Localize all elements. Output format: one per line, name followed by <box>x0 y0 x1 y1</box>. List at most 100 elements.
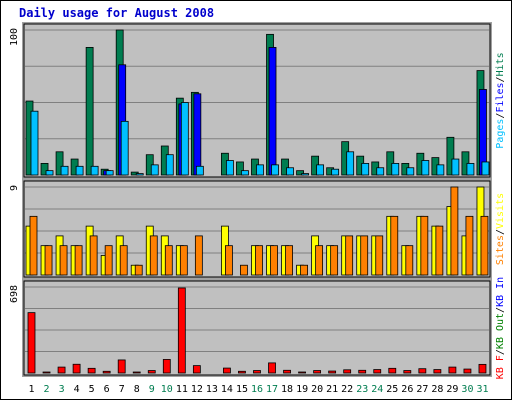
day-label: 3 <box>59 384 65 395</box>
bar-kb-f-day-28 <box>433 369 442 374</box>
bar-pages-day-20 <box>316 164 325 176</box>
bar-sites-day-3 <box>59 245 68 276</box>
bar-kb-f-day-14 <box>223 367 231 374</box>
bar-pages-day-8 <box>135 173 144 176</box>
bar-hits-day-15 <box>236 161 244 176</box>
bar-kb-f-day-4 <box>72 363 81 374</box>
bar-hits-day-29 <box>446 136 455 176</box>
axis-label-hits-files-pages: Pages/Files/Hits <box>495 52 506 148</box>
day-label: 23 <box>356 384 368 395</box>
day-label: 8 <box>134 384 140 395</box>
bar-sites-day-29 <box>450 186 459 276</box>
axis-label-part: / <box>495 349 506 355</box>
bar-sites-day-16 <box>255 245 263 276</box>
bar-pages-day-3 <box>60 165 69 176</box>
axis-label-part: / <box>495 76 506 82</box>
bar-kb-f-day-16 <box>253 370 261 374</box>
bar-kb-f-day-26 <box>403 370 412 374</box>
bar-pages-day-7 <box>120 120 129 176</box>
bar-kb-f-day-8 <box>132 371 141 374</box>
axis-label-part: Visits <box>495 193 506 229</box>
day-label: 26 <box>401 384 413 395</box>
scale-label: 698 <box>9 285 20 303</box>
bar-pages-day-12 <box>195 165 204 176</box>
bar-sites-day-31 <box>480 215 489 276</box>
bar-sites-day-30 <box>465 215 474 276</box>
day-label: 13 <box>206 384 218 395</box>
bar-kb-f-day-21 <box>328 370 337 374</box>
day-label: 4 <box>74 384 80 395</box>
day-label: 15 <box>236 384 248 395</box>
axis-label-part: Sites <box>495 235 506 265</box>
bar-sites-day-12 <box>194 235 203 276</box>
day-label: 29 <box>446 384 458 395</box>
bar-sites-day-5 <box>89 235 98 276</box>
day-label: 25 <box>386 384 398 395</box>
bar-sites-day-9 <box>149 235 158 276</box>
day-label: 14 <box>221 384 233 395</box>
bar-sites-day-17 <box>270 245 278 276</box>
bar-hits-day-5 <box>85 47 94 176</box>
bar-pages-day-1 <box>30 110 39 176</box>
bar-pages-day-27 <box>421 160 430 176</box>
bar-kb-f-day-15 <box>238 370 246 374</box>
axis-label-part: / <box>495 307 506 313</box>
bar-pages-day-24 <box>376 167 385 176</box>
bar-pages-day-10 <box>165 154 174 176</box>
bar-pages-day-19 <box>301 173 309 176</box>
day-label: 10 <box>161 384 173 395</box>
bar-pages-day-6 <box>105 170 114 176</box>
day-label: 9 <box>149 384 155 395</box>
bar-pages-day-2 <box>45 170 54 176</box>
bar-sites-day-8 <box>134 264 143 276</box>
bar-kb-f-day-5 <box>87 367 96 374</box>
day-label: 20 <box>311 384 323 395</box>
bar-kb-f-day-31 <box>478 363 487 374</box>
bar-kb-f-day-25 <box>388 367 397 374</box>
bar-sites-day-24 <box>375 235 384 276</box>
bar-pages-day-11 <box>180 102 189 176</box>
bar-sites-day-15 <box>240 264 248 276</box>
bar-pages-day-22 <box>346 151 355 176</box>
bar-sites-day-1 <box>29 215 38 276</box>
bar-sites-day-27 <box>420 215 429 276</box>
day-label: 11 <box>176 384 188 395</box>
axis-label-part: KB F <box>495 355 506 379</box>
bar-kb-f-day-27 <box>418 368 427 374</box>
day-label: 7 <box>119 384 125 395</box>
bar-sites-day-23 <box>360 235 369 276</box>
bar-pages-day-31 <box>481 161 490 176</box>
axis-label-part: KB Out <box>495 313 506 349</box>
day-label: 6 <box>104 384 110 395</box>
axis-label-part: / <box>495 113 506 119</box>
bar-sites-day-2 <box>44 245 53 276</box>
axis-label-part: KB In <box>495 277 506 307</box>
bar-pages-day-16 <box>256 164 264 176</box>
bar-pages-day-23 <box>361 162 370 176</box>
bar-sites-day-10 <box>164 245 173 276</box>
axis-label-part: Pages <box>495 119 506 149</box>
bar-pages-day-26 <box>406 167 415 176</box>
day-label: 1 <box>29 384 35 395</box>
panel-background <box>23 280 491 376</box>
bar-kb-f-day-24 <box>373 369 382 374</box>
bar-pages-day-14 <box>226 160 234 176</box>
panel-visits-sites: 9 Sites/Visits <box>9 179 506 279</box>
bar-hits-day-19 <box>296 170 304 176</box>
bar-pages-day-18 <box>286 167 294 176</box>
day-label: 17 <box>266 384 278 395</box>
day-label: 18 <box>281 384 293 395</box>
bar-sites-day-4 <box>74 245 83 276</box>
bar-kb-f-day-2 <box>42 371 51 374</box>
bar-pages-day-9 <box>150 164 159 176</box>
bar-kb-f-day-1 <box>27 312 36 374</box>
bar-hits-day-18 <box>281 158 289 176</box>
axis-label-part: Hits <box>495 52 506 76</box>
day-label: 5 <box>89 384 95 395</box>
bar-kb-f-day-29 <box>448 366 457 374</box>
bar-files-day-17 <box>268 47 277 176</box>
day-label: 2 <box>44 384 50 395</box>
day-label: 16 <box>251 384 263 395</box>
bar-kb-f-day-20 <box>313 370 322 374</box>
